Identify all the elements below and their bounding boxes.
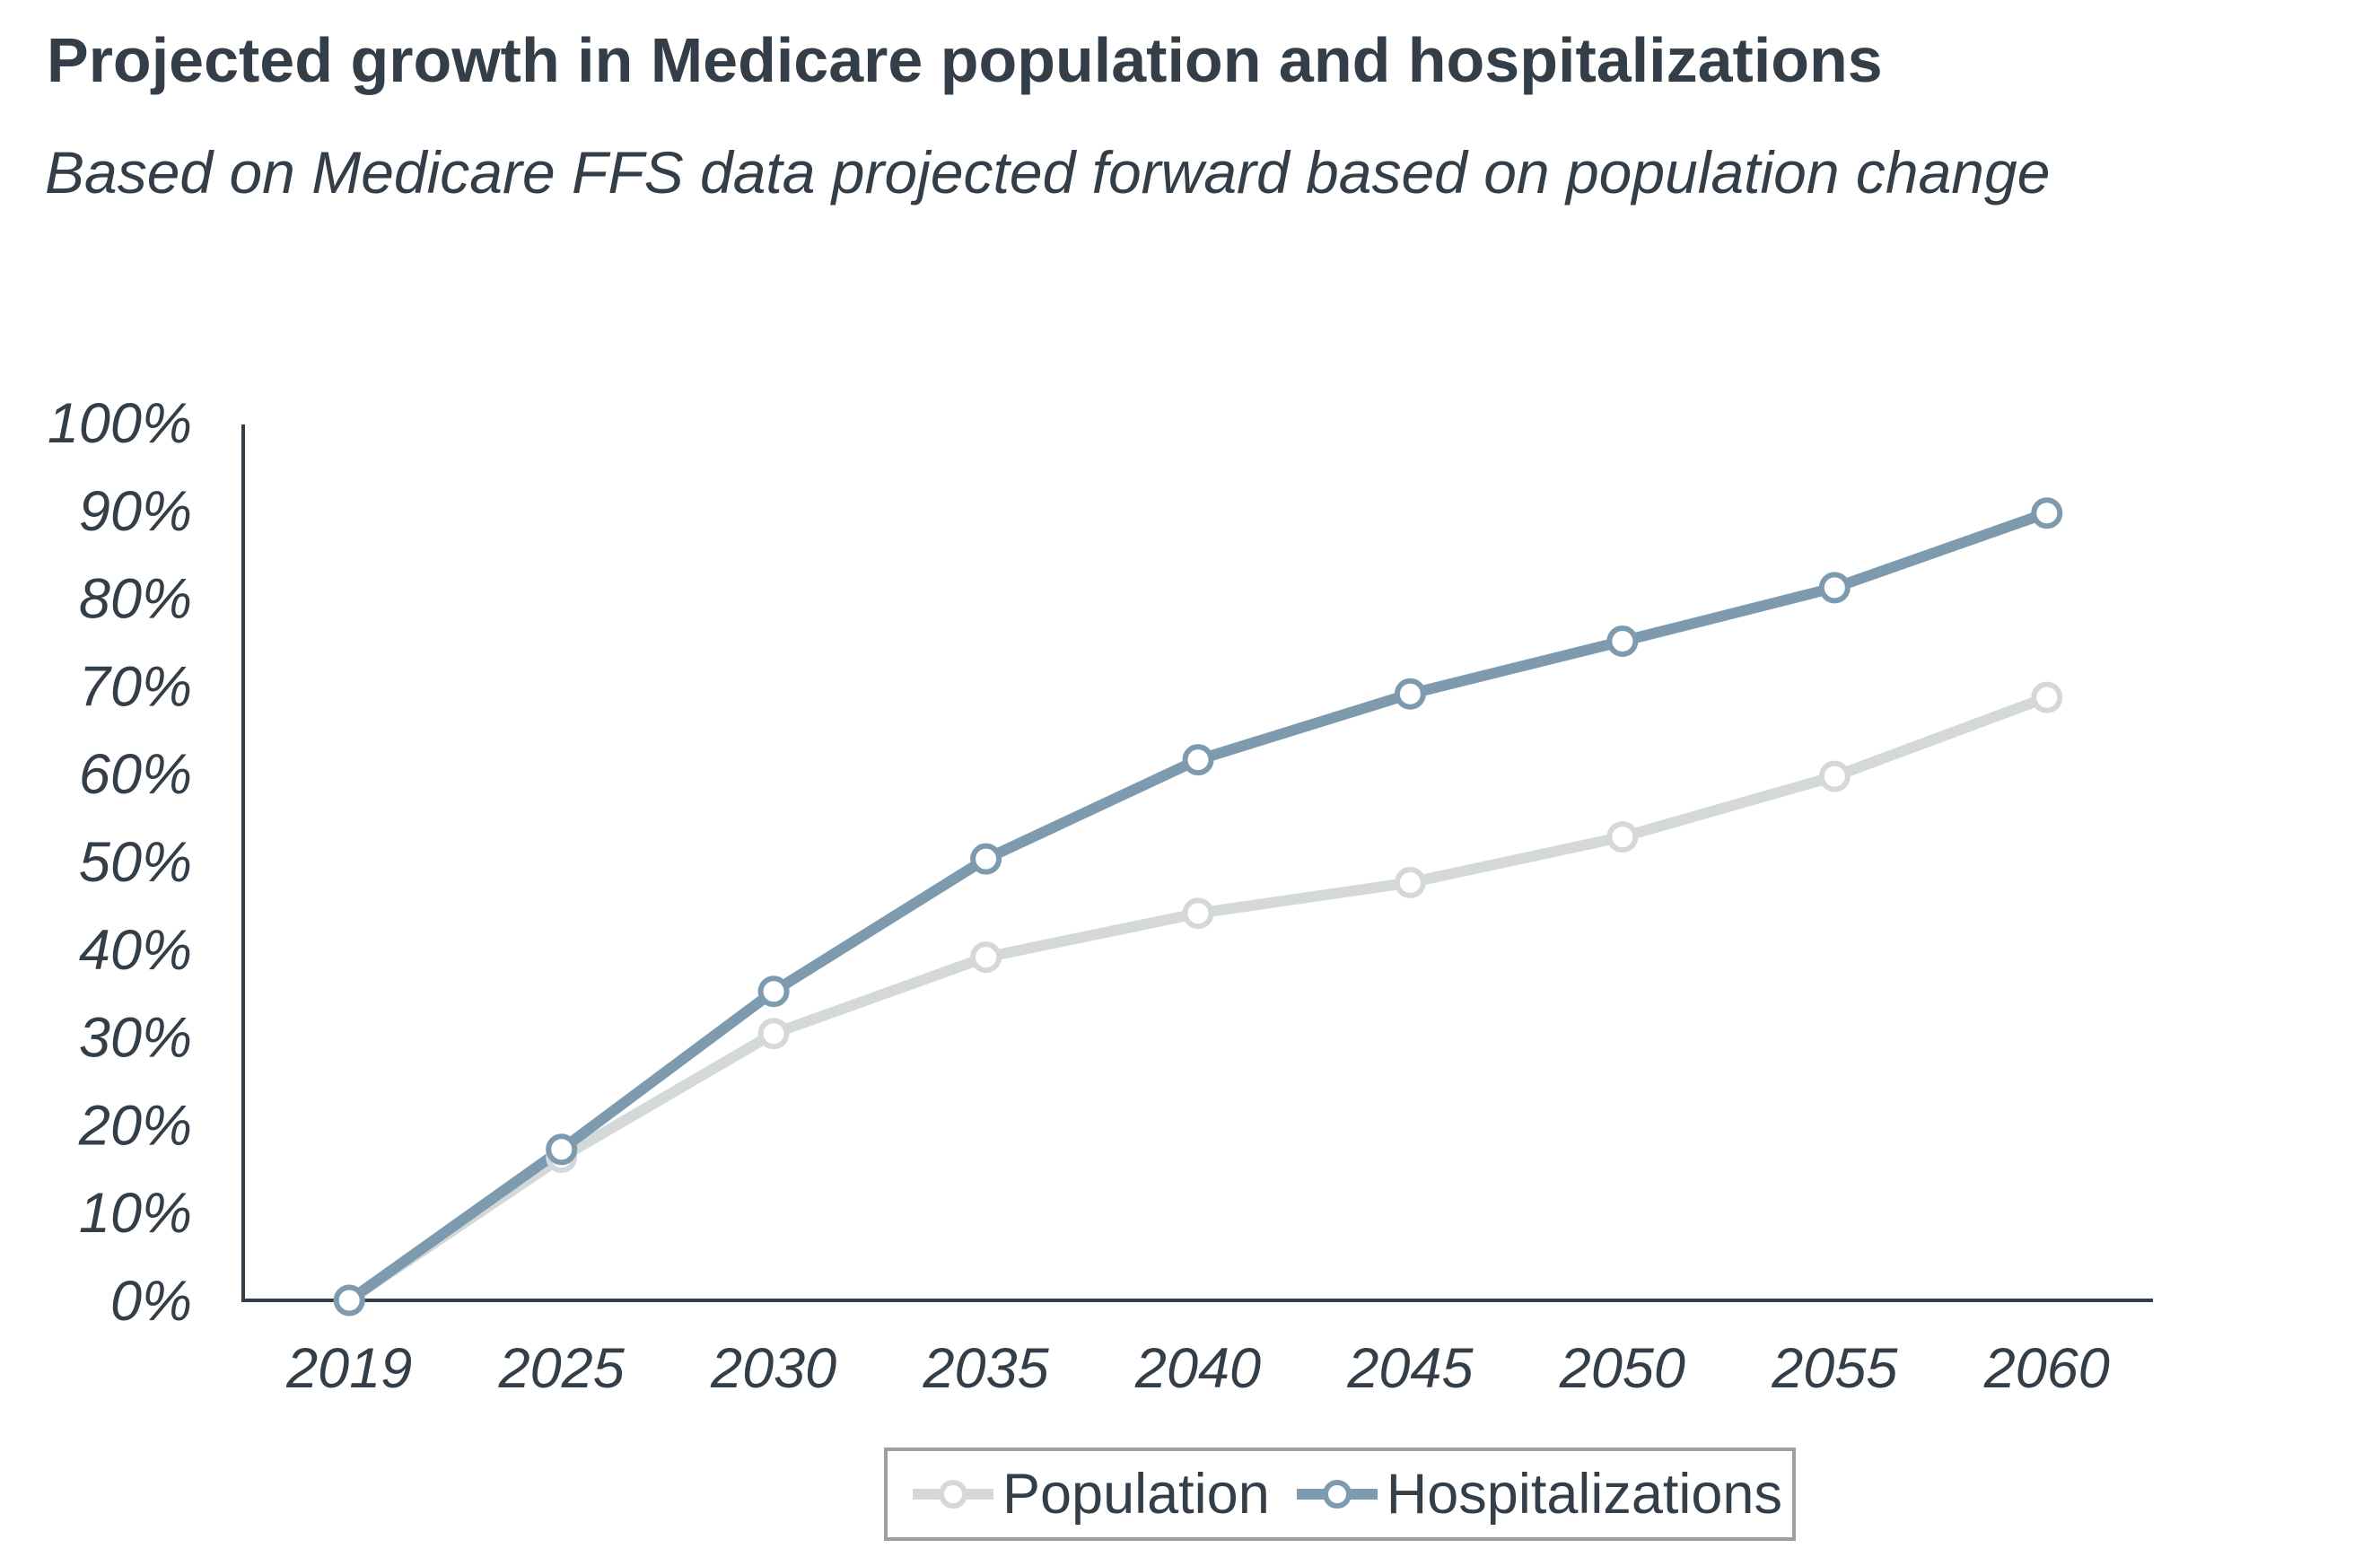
x-tick-label: 2025 [498, 1337, 626, 1400]
population-line-marker-icon [913, 1480, 993, 1509]
y-tick-label: 90% [79, 480, 192, 543]
chart-subtitle: Based on Medicare FFS data projected for… [45, 139, 2051, 206]
hospitalizations-data-point[interactable] [1182, 744, 1214, 776]
hospitalizations-data-point[interactable] [757, 975, 790, 1008]
population-data-point[interactable] [2031, 681, 2063, 713]
x-tick-label: 2045 [1346, 1337, 1474, 1400]
y-tick-label: 50% [79, 831, 192, 894]
y-tick-label: 70% [79, 655, 192, 718]
y-tick-label: 0% [110, 1270, 192, 1333]
chart-legend: Population Hospitalizations [884, 1448, 1796, 1541]
y-tick-label: 80% [79, 568, 192, 631]
hospitalizations-data-point[interactable] [2031, 497, 2063, 529]
hospitalizations-data-point[interactable] [546, 1133, 578, 1166]
x-tick-label: 2055 [1771, 1337, 1898, 1400]
y-tick-label: 30% [79, 1007, 192, 1070]
hospitalizations-data-point[interactable] [1818, 572, 1851, 604]
x-tick-label: 2035 [922, 1337, 1049, 1400]
hospitalizations-line-marker-icon [1296, 1480, 1378, 1509]
hospitalizations-data-point[interactable] [1606, 625, 1639, 657]
hospitalizations-data-point[interactable] [1394, 678, 1426, 710]
hospitalizations-data-point[interactable] [970, 843, 1002, 875]
hospitalizations-data-point[interactable] [333, 1284, 365, 1316]
population-data-point[interactable] [1182, 897, 1214, 930]
population-data-point[interactable] [1818, 760, 1851, 792]
y-tick-label: 10% [79, 1182, 192, 1245]
legend-label-population: Population [1002, 1462, 1270, 1526]
x-tick-label: 2030 [710, 1337, 836, 1400]
chart-title: Projected growth in Medicare population … [47, 25, 1883, 95]
y-axis-tick-labels: 0% 10% 20% 30% 40% 50% 60% 70% 80% 90% 100% [48, 392, 192, 1333]
y-tick-label: 40% [79, 919, 192, 982]
x-tick-label: 2040 [1134, 1337, 1261, 1400]
y-tick-label: 60% [79, 743, 192, 806]
marker-layer [333, 497, 2063, 1316]
population-data-point[interactable] [970, 941, 1002, 974]
legend-label-hospitalizations: Hospitalizations [1386, 1462, 1782, 1526]
x-tick-label: 2050 [1559, 1337, 1685, 1400]
x-axis-tick-labels: 2019 2025 2030 2035 2040 2045 2050 2055 2060 [285, 1337, 2110, 1400]
legend-item-hospitalizations[interactable]: Hospitalizations [1296, 1451, 1782, 1537]
x-tick-label: 2019 [285, 1337, 412, 1400]
legend-item-population[interactable]: Population [913, 1451, 1270, 1537]
population-data-point[interactable] [757, 1018, 790, 1050]
population-series-line [346, 692, 2049, 1305]
population-data-point[interactable] [1606, 821, 1639, 853]
x-tick-label: 2060 [1983, 1337, 2110, 1400]
y-tick-label: 20% [78, 1094, 192, 1157]
population-data-point[interactable] [1394, 867, 1426, 898]
y-tick-label: 100% [48, 392, 192, 455]
